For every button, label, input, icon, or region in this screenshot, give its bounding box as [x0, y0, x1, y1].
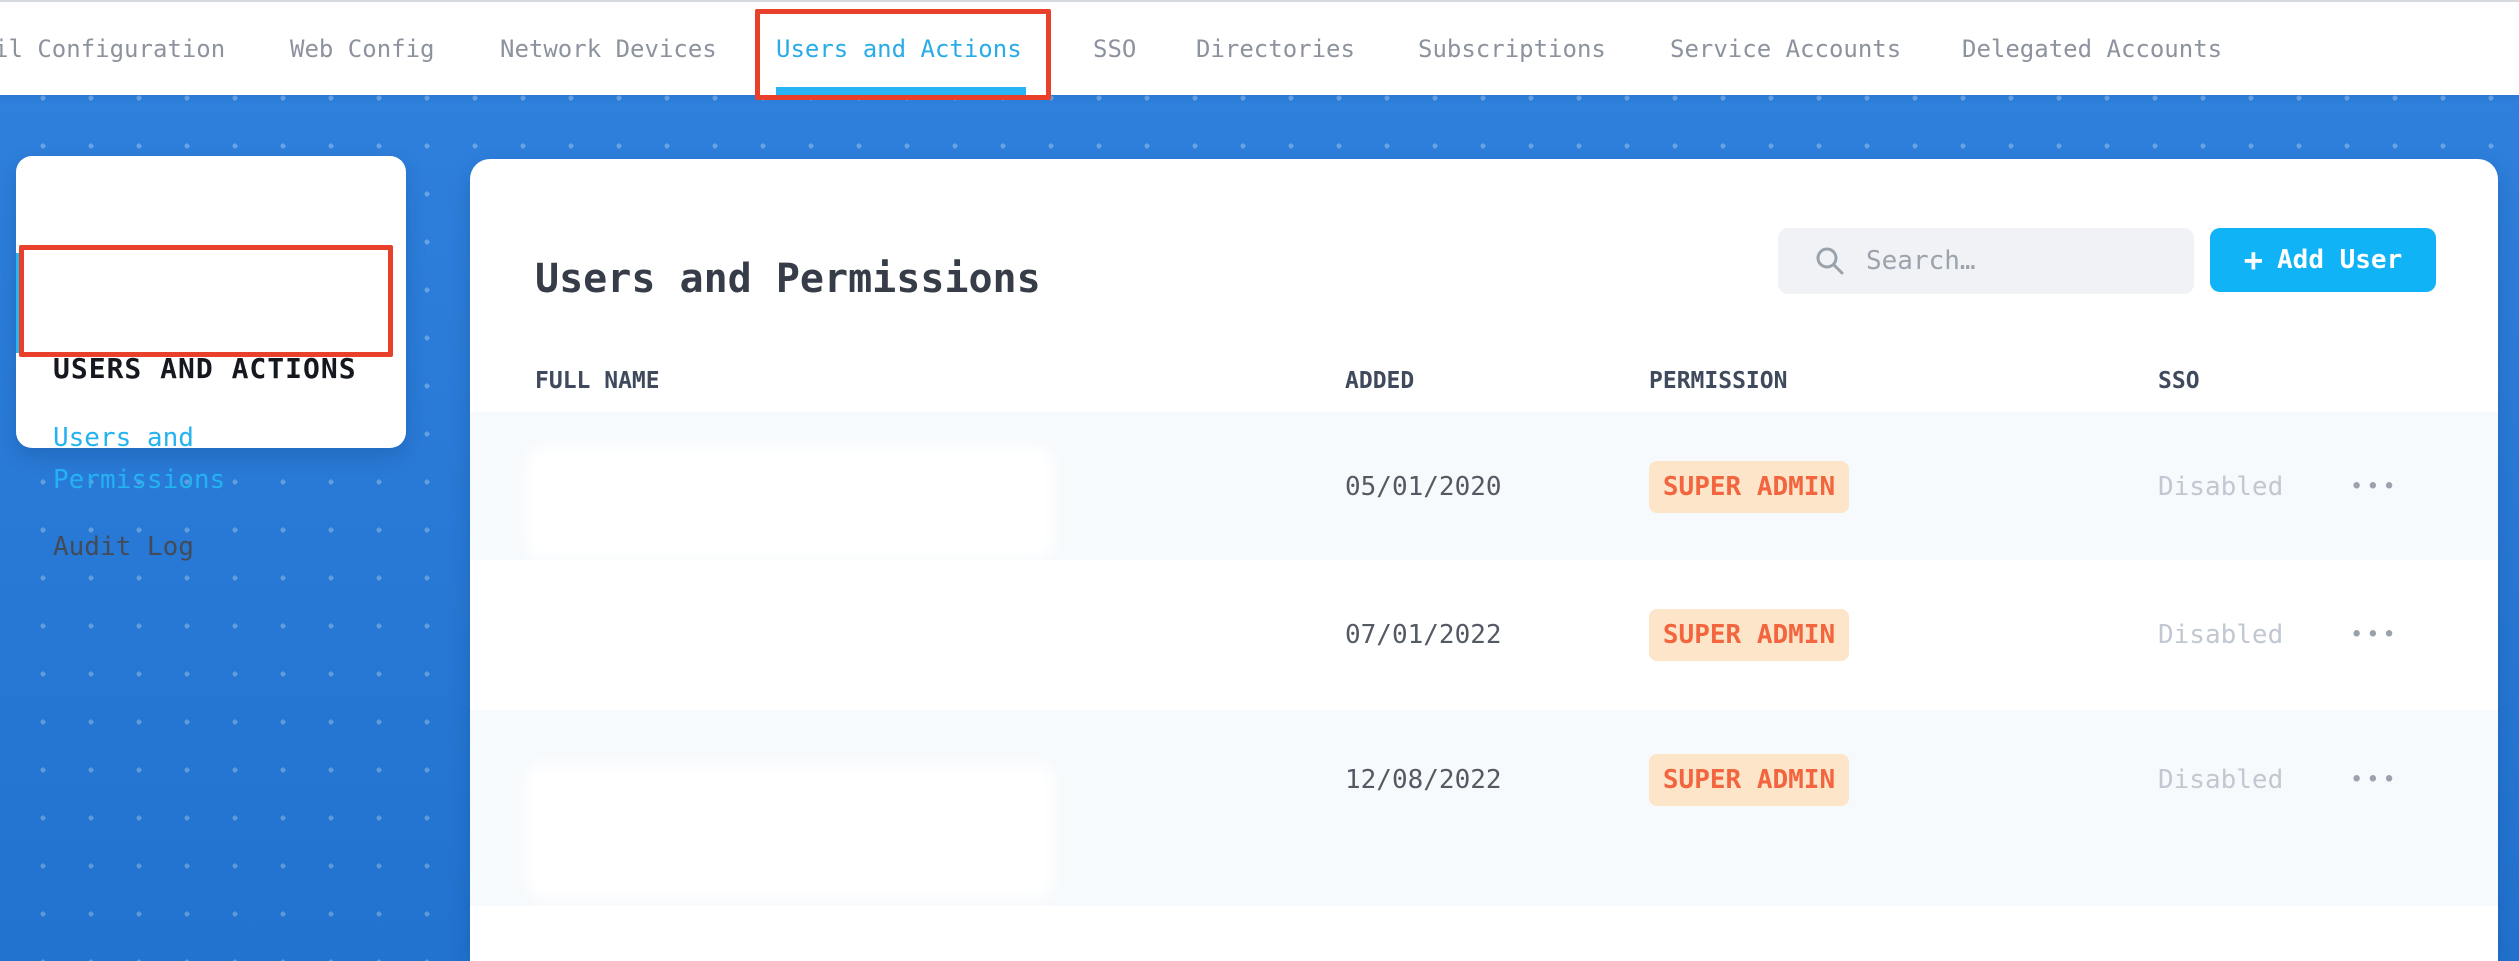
- sidebar-card: USERS AND ACTIONS Users and Permissions …: [16, 156, 406, 562]
- sidebar-item-audit-log[interactable]: Audit Log: [53, 532, 194, 562]
- added-date: 12/08/2022: [1345, 765, 1502, 795]
- row-actions-button[interactable]: •••: [2350, 767, 2399, 793]
- users-and-permissions-panel: Users and Permissions + Add User FULL NA…: [470, 159, 2498, 961]
- active-tab-underline: [776, 87, 1026, 96]
- search-box: [1778, 228, 2194, 294]
- sidebar-title: USERS AND ACTIONS: [53, 352, 357, 385]
- permission-badge: SUPER ADMIN: [1649, 754, 1849, 806]
- nav-tab-web-config[interactable]: Web Config: [290, 34, 435, 63]
- column-header-added: ADDED: [1345, 368, 1415, 394]
- column-header-sso: SSO: [2158, 368, 2200, 394]
- nav-tab-sso[interactable]: SSO: [1093, 34, 1137, 63]
- nav-tab-delegated-accounts[interactable]: Delegated Accounts: [1962, 34, 2223, 63]
- sso-status: Disabled: [2158, 620, 2284, 650]
- plus-icon: +: [2243, 241, 2264, 279]
- sso-status: Disabled: [2158, 765, 2284, 795]
- permission-badge: SUPER ADMIN: [1649, 609, 1849, 661]
- search-input[interactable]: [1778, 228, 2194, 294]
- nav-tab-service-accounts[interactable]: Service Accounts: [1670, 34, 1902, 63]
- added-date: 07/01/2022: [1345, 620, 1502, 650]
- row-actions-button[interactable]: •••: [2350, 474, 2399, 500]
- nav-tab-users-and-actions[interactable]: Users and Actions: [776, 34, 1022, 63]
- page-title: Users and Permissions: [535, 255, 1041, 302]
- table-header: FULL NAME ADDED PERMISSION SSO: [470, 361, 2498, 401]
- sidebar-item-users-and-permissions[interactable]: Users and Permissions: [53, 423, 226, 495]
- annotation-highlight-sidebar-item: [19, 245, 393, 357]
- nav-tab-subscriptions[interactable]: Subscriptions: [1418, 34, 1606, 63]
- table-row: 12/08/2022 SUPER ADMIN Disabled •••: [470, 710, 2498, 906]
- column-header-permission: PERMISSION: [1649, 368, 1788, 394]
- nav-tab-email-configuration[interactable]: il Configuration: [0, 34, 226, 63]
- row-actions-button[interactable]: •••: [2350, 622, 2399, 648]
- annotation-highlight-nav-tab: [755, 9, 1051, 100]
- redacted-full-name: [535, 772, 1045, 890]
- top-navigation: il Configuration Web Config Network Devi…: [0, 0, 2519, 96]
- table-row: 07/01/2022 SUPER ADMIN Disabled •••: [470, 560, 2498, 710]
- table-row: 05/01/2020 SUPER ADMIN Disabled •••: [470, 412, 2498, 560]
- nav-tab-directories[interactable]: Directories: [1196, 34, 1355, 63]
- column-header-full-name: FULL NAME: [535, 368, 660, 394]
- add-user-button[interactable]: + Add User: [2210, 228, 2436, 292]
- added-date: 05/01/2020: [1345, 472, 1502, 502]
- redacted-full-name: [535, 455, 1045, 551]
- permission-badge: SUPER ADMIN: [1649, 461, 1849, 513]
- nav-tab-network-devices[interactable]: Network Devices: [500, 34, 717, 63]
- add-user-label: Add User: [2277, 245, 2403, 275]
- users-table-body: 05/01/2020 SUPER ADMIN Disabled ••• 07/0…: [470, 412, 2498, 906]
- sso-status: Disabled: [2158, 472, 2284, 502]
